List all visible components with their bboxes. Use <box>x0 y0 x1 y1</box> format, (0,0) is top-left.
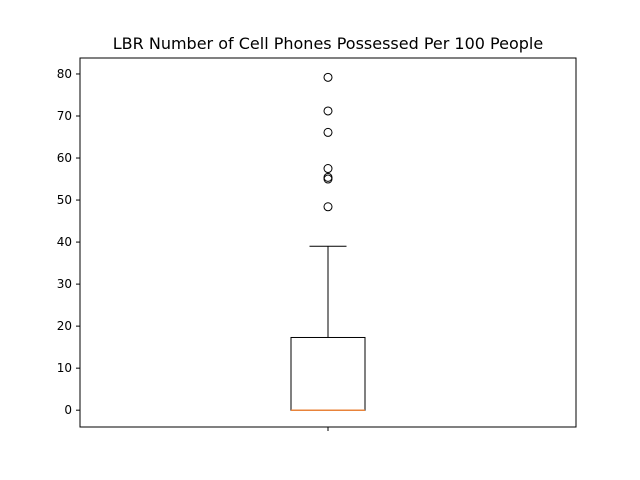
y-tick-label: 60 <box>57 151 72 165</box>
outlier-point <box>323 164 333 174</box>
y-tick-label: 80 <box>57 67 72 81</box>
y-tick-label: 20 <box>57 319 72 333</box>
iqr-box <box>290 336 366 411</box>
y-tick-label: 70 <box>57 109 72 123</box>
y-axis: 0 10 20 30 40 50 60 70 80 <box>57 67 329 431</box>
axes-frame <box>79 57 577 428</box>
outlier-point <box>323 202 333 212</box>
y-tick-label: 30 <box>57 277 72 291</box>
chart-title: LBR Number of Cell Phones Possessed Per … <box>113 34 543 53</box>
outlier-point <box>323 127 333 137</box>
y-tick-label: 10 <box>57 361 72 375</box>
y-tick-label: 0 <box>64 403 72 417</box>
outlier-point <box>323 106 333 116</box>
outlier-point <box>323 72 333 82</box>
y-tick-label: 50 <box>57 193 72 207</box>
outlier-point <box>323 174 333 184</box>
plot-area <box>290 72 366 411</box>
y-tick-label: 40 <box>57 235 72 249</box>
